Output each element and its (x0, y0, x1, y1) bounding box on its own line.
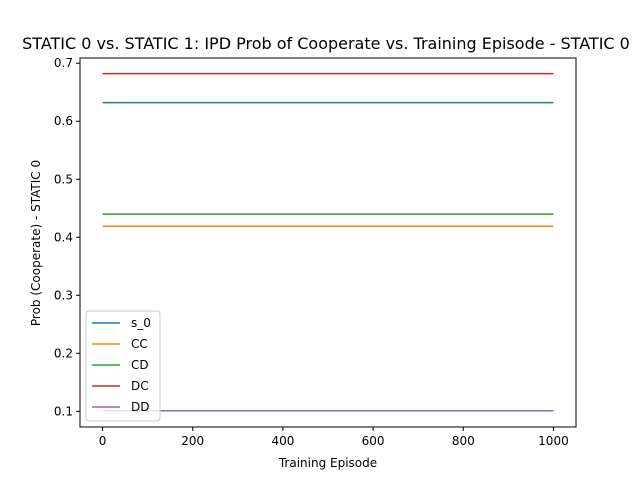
x-axis-label: Training Episode (278, 456, 377, 470)
y-tick-label: 0.6 (54, 114, 73, 128)
y-tick-label: 0.3 (54, 288, 73, 302)
legend-label: DD (131, 400, 149, 414)
legend-label: s_0 (131, 316, 151, 330)
x-tick-label: 600 (362, 434, 385, 448)
y-tick-label: 0.5 (54, 172, 73, 186)
legend: s_0 CC CD DC DD (85, 310, 161, 422)
legend-label: DC (131, 379, 149, 393)
x-tick-label: 1000 (538, 434, 569, 448)
y-tick-label: 0.2 (54, 346, 73, 360)
x-tick-label: 400 (271, 434, 294, 448)
legend-label: CC (131, 337, 148, 351)
x-ticks: 0 200 400 600 800 1000 (99, 427, 569, 448)
y-ticks: 0.1 0.2 0.3 0.4 0.5 0.6 0.7 (54, 56, 80, 418)
legend-label: CD (131, 358, 149, 372)
x-tick-label: 200 (181, 434, 204, 448)
y-axis-label: Prob (Cooperate) - STATIC 0 (29, 160, 43, 326)
chart-title: STATIC 0 vs. STATIC 1: IPD Prob of Coope… (22, 34, 630, 53)
series-layer (102, 72, 554, 412)
y-tick-label: 0.7 (54, 56, 73, 70)
plot-frame (79, 57, 577, 428)
x-tick-label: 0 (99, 434, 107, 448)
y-tick-label: 0.1 (54, 404, 73, 418)
legend-box (85, 310, 161, 422)
x-tick-label: 800 (452, 434, 475, 448)
y-tick-label: 0.4 (54, 230, 73, 244)
